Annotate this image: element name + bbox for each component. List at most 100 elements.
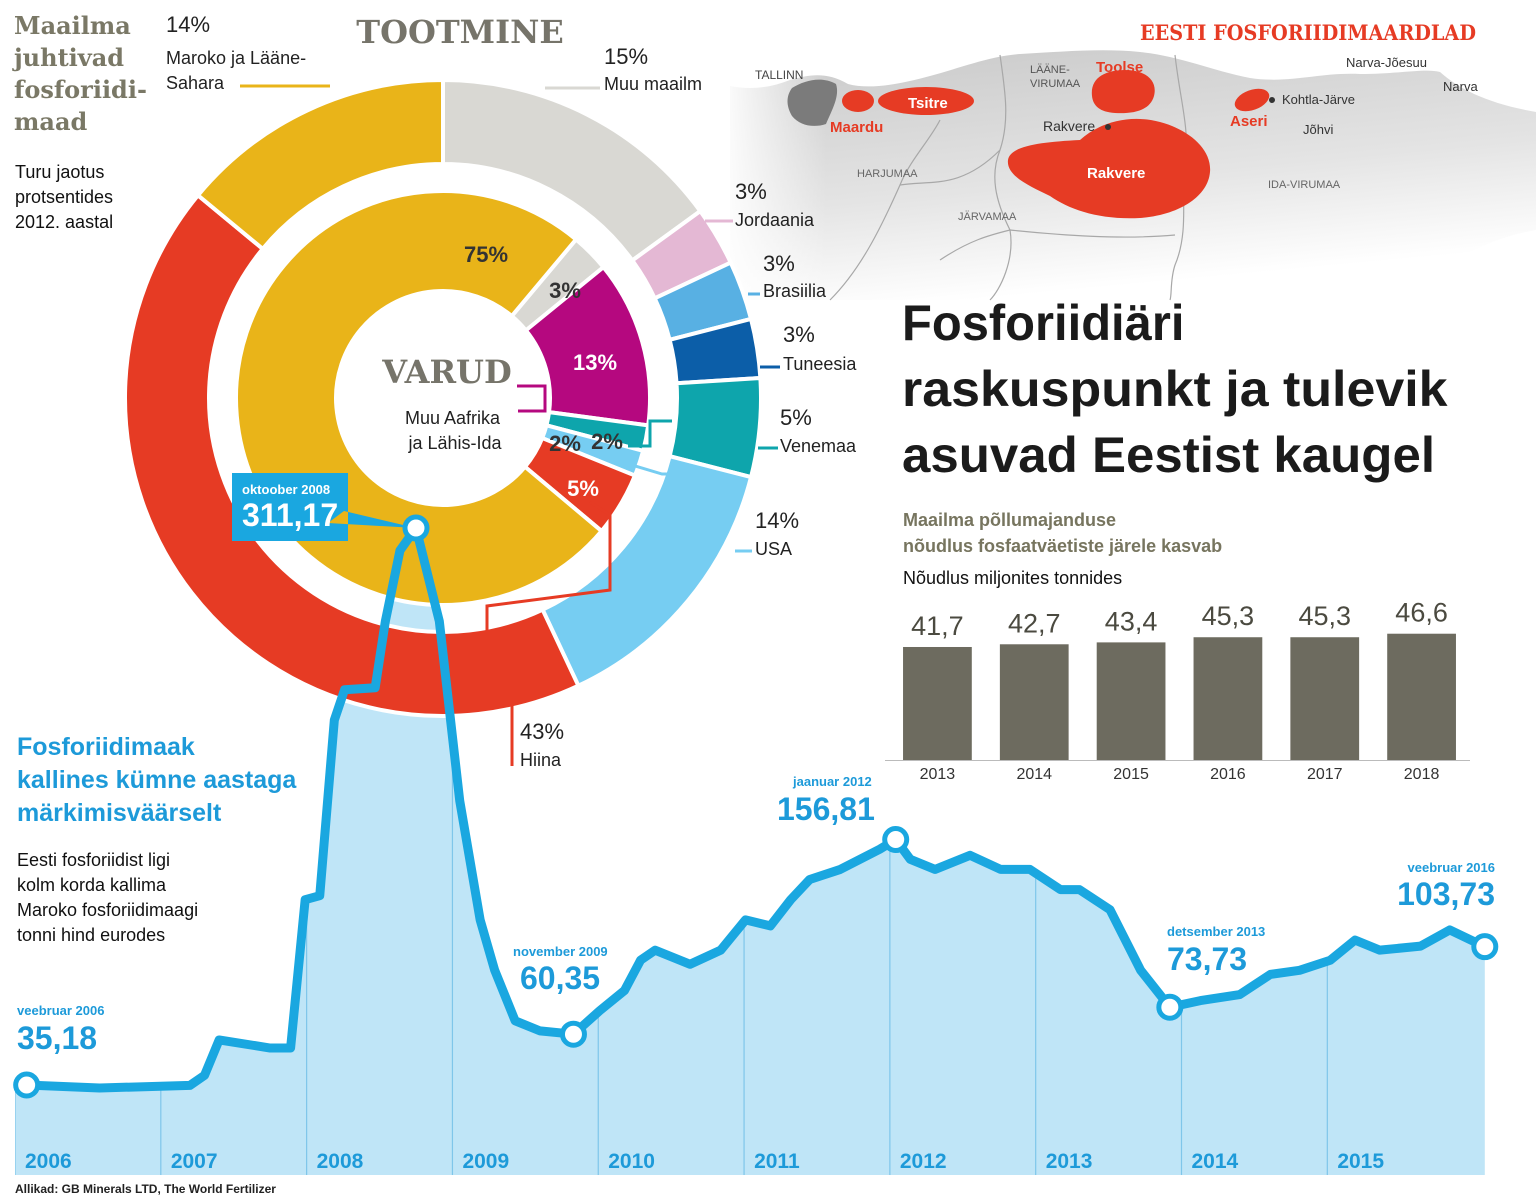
leader-line bbox=[611, 457, 680, 476]
value-label: 14% bbox=[755, 508, 799, 533]
map-label: Aseri bbox=[1230, 113, 1268, 130]
bar-value-label: 45,3 bbox=[1202, 601, 1255, 631]
point-date-label: november 2009 bbox=[513, 944, 608, 959]
map-label: Rakvere bbox=[1087, 165, 1145, 182]
x-tick-label: 2008 bbox=[317, 1150, 364, 1173]
point-value-label: 156,81 bbox=[777, 791, 875, 827]
x-tick-label: 2018 bbox=[1404, 766, 1440, 783]
callout-box bbox=[232, 473, 416, 541]
value-label: 14% bbox=[166, 12, 210, 37]
deposit bbox=[1234, 88, 1270, 112]
deposit bbox=[842, 90, 874, 112]
bar-value-label: 42,7 bbox=[1008, 608, 1061, 638]
point-value-label: 311,17 bbox=[242, 497, 338, 533]
bar bbox=[1290, 637, 1360, 760]
value-label: 15% bbox=[604, 44, 648, 69]
value-label: 5% bbox=[780, 405, 812, 430]
x-tick-label: 2007 bbox=[171, 1150, 218, 1173]
price-marker bbox=[1156, 993, 1184, 1021]
price-line bbox=[22, 523, 1490, 1093]
value-label: 3% bbox=[783, 322, 815, 347]
bar bbox=[1193, 637, 1263, 760]
text-layer: Fosforiidiäri raskuspunkt ja tulevik asu… bbox=[12, 11, 1470, 1196]
value-label: 3% bbox=[549, 278, 581, 303]
point-value-label: 60,35 bbox=[520, 960, 600, 996]
price-marker bbox=[882, 826, 910, 854]
x-tick-label: 2013 bbox=[1046, 1150, 1093, 1173]
x-tick-label: 2013 bbox=[920, 766, 956, 783]
map-label: IDA-VIRUMAA bbox=[1268, 179, 1341, 191]
value-label: 2% bbox=[591, 429, 623, 454]
x-tick-label: 2012 bbox=[900, 1150, 947, 1173]
category-label: Muu Aafrika ja Lähis-Ida bbox=[405, 408, 505, 453]
line-title: Fosforiidimaak kallines kümne aastaga mä… bbox=[17, 733, 303, 827]
x-tick-label: 2015 bbox=[1113, 766, 1149, 783]
category-label: USA bbox=[755, 539, 792, 559]
map-label: Rakvere bbox=[1043, 118, 1095, 134]
category-label: Brasiilia bbox=[763, 281, 827, 301]
point-date-label: jaanuar 2012 bbox=[792, 774, 872, 789]
value-label: 13% bbox=[573, 350, 617, 375]
tallinn bbox=[787, 79, 838, 126]
donut-title: Maailma juhtivad fosforiidi- maad bbox=[12, 11, 155, 136]
map-label: Jõhvi bbox=[1303, 122, 1333, 137]
point-date-label: veebruar 2006 bbox=[17, 1003, 104, 1018]
bar bbox=[1387, 633, 1456, 760]
x-tick-label: 2016 bbox=[1210, 766, 1246, 783]
x-tick-label: 2006 bbox=[25, 1150, 72, 1173]
map-label: TALLINN bbox=[755, 68, 803, 82]
donut-segment bbox=[195, 77, 445, 252]
leader-line bbox=[517, 384, 547, 413]
map-label: Tsitre bbox=[908, 95, 948, 112]
ring-name: VARUD bbox=[381, 353, 511, 391]
category-label: Venemaa bbox=[780, 436, 857, 456]
town-dot bbox=[1105, 124, 1111, 130]
point-value-label: 73,73 bbox=[1167, 941, 1247, 977]
point-date-label: veebruar 2016 bbox=[1408, 860, 1495, 875]
category-label: Jordaania bbox=[735, 210, 815, 230]
line-subtitle: Eesti fosforiidist ligi kolm korda kalli… bbox=[17, 850, 203, 945]
bar bbox=[1096, 642, 1166, 760]
border bbox=[899, 149, 1001, 186]
border bbox=[989, 54, 1012, 301]
border bbox=[939, 229, 1176, 261]
map-label: Maardu bbox=[830, 119, 883, 136]
headline: Fosforiidiäri raskuspunkt ja tulevik asu… bbox=[902, 295, 1462, 483]
value-label: 5% bbox=[567, 476, 599, 501]
leader-line bbox=[485, 500, 612, 632]
point-value-label: 103,73 bbox=[1397, 876, 1495, 912]
x-tick-label: 2014 bbox=[1192, 1150, 1239, 1173]
category-label: Tuneesia bbox=[783, 354, 857, 374]
price-marker bbox=[13, 1071, 41, 1099]
deposit bbox=[1091, 70, 1155, 114]
map-label: Kohtla-Järve bbox=[1282, 92, 1355, 107]
x-tick-label: 2010 bbox=[608, 1150, 655, 1173]
bar bbox=[999, 644, 1069, 760]
bar-value-label: 45,3 bbox=[1298, 601, 1351, 631]
x-tick-label: 2014 bbox=[1016, 766, 1052, 783]
value-label: 43% bbox=[520, 719, 564, 744]
x-tick-label: 2017 bbox=[1307, 766, 1343, 783]
price-marker bbox=[1471, 933, 1499, 961]
source: Allikad: GB Minerals LTD, The World Fert… bbox=[15, 1182, 276, 1196]
x-tick-label: 2011 bbox=[754, 1150, 800, 1173]
category-label: Hiina bbox=[520, 750, 562, 770]
price-marker bbox=[402, 514, 430, 542]
map-label: HARJUMAA bbox=[857, 168, 918, 180]
deposit bbox=[878, 87, 974, 115]
bar bbox=[903, 646, 972, 760]
deposit bbox=[1007, 118, 1211, 219]
value-label: 2% bbox=[549, 431, 581, 456]
x-tick-label: 2009 bbox=[462, 1150, 509, 1173]
ring-name: TOOTMINE bbox=[356, 13, 563, 51]
donut-segment bbox=[123, 192, 582, 718]
map: EESTI FOSFORIIDIMAARDLAD TALLINN LÄÄNE- VI… bbox=[730, 20, 1536, 302]
bar-title: Maailma põllumajanduse nõudlus fosfaatvä… bbox=[903, 510, 1222, 556]
price-marker bbox=[559, 1020, 587, 1048]
deposits bbox=[842, 70, 1270, 219]
point-date-label: detsember 2013 bbox=[1167, 924, 1265, 939]
bar-value-label: 41,7 bbox=[911, 611, 964, 641]
map-label: Narva bbox=[1443, 79, 1478, 94]
